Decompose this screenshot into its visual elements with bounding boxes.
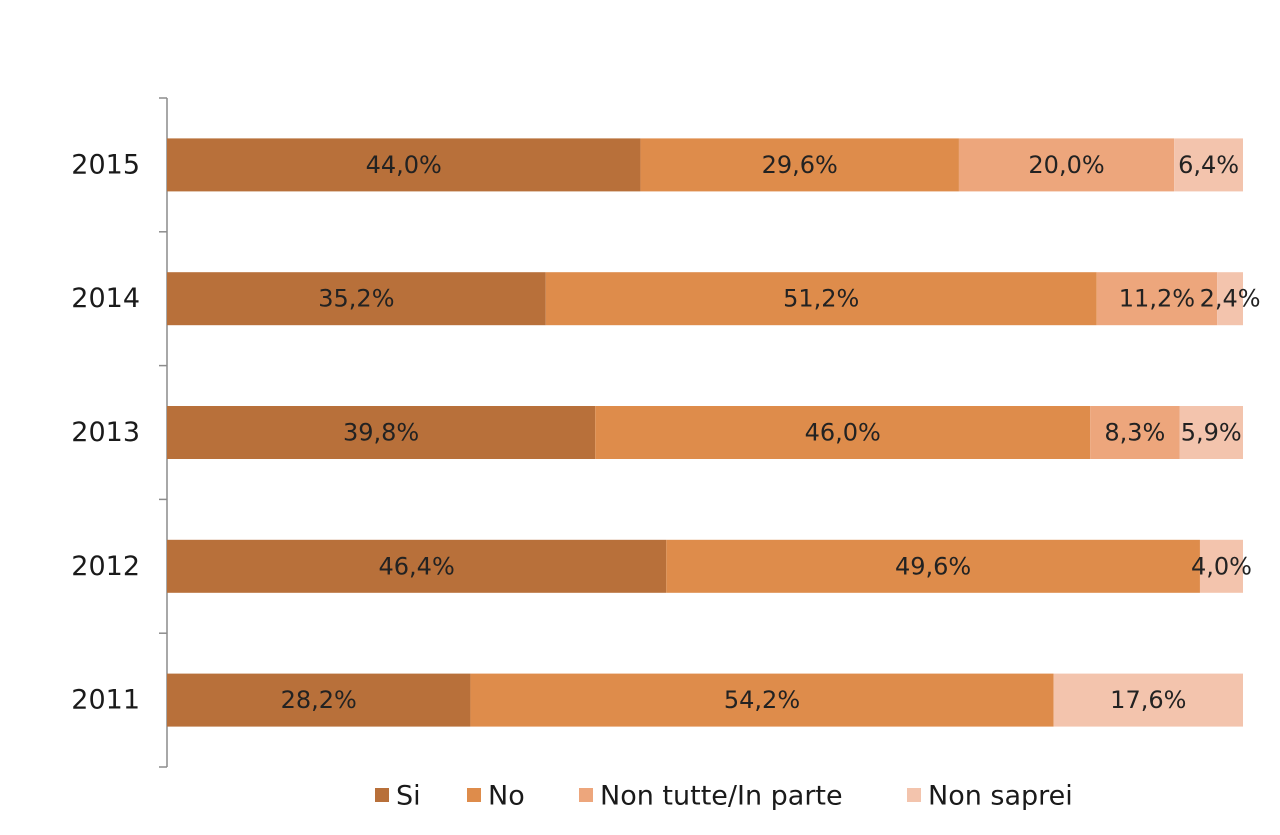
bar-non-tutte-in-parte-2013 — [1090, 406, 1180, 459]
category-label-2011: 2011 — [71, 685, 140, 716]
data-label-non-saprei-2012: 4,0% — [1191, 552, 1252, 580]
data-label-no-2011: 54,2% — [724, 686, 800, 714]
legend-label-si: Si — [396, 781, 421, 812]
legend-swatch-si — [375, 788, 389, 802]
category-label-2014: 2014 — [71, 283, 140, 314]
legend-label-no: No — [488, 781, 525, 812]
bar-non-tutte-in-parte-2015 — [958, 138, 1175, 192]
data-label-non-tutte-in-parte-2014: 11,2% — [1119, 285, 1195, 313]
bar-non-tutte-in-parte-2014 — [1096, 272, 1218, 326]
data-label-si-2015: 44,0% — [366, 151, 442, 179]
bar-non-saprei-2015 — [1174, 138, 1243, 192]
bar-no-2012 — [666, 539, 1200, 593]
data-label-si-2014: 35,2% — [318, 285, 394, 313]
data-label-non-saprei-2015: 6,4% — [1178, 151, 1239, 179]
bar-si-2015 — [167, 138, 641, 192]
bar-no-2015 — [640, 138, 959, 192]
category-label-2012: 2012 — [71, 551, 140, 582]
legend-swatch-non-tutte-in-parte — [579, 788, 593, 802]
bar-non-saprei-2013 — [1179, 406, 1243, 459]
legend-swatch-no — [467, 788, 481, 802]
data-label-non-tutte-in-parte-2015: 20,0% — [1028, 151, 1104, 179]
bar-no-2013 — [595, 406, 1091, 459]
bar-non-saprei-2011 — [1053, 673, 1243, 727]
data-label-si-2011: 28,2% — [281, 686, 357, 714]
data-label-no-2013: 46,0% — [805, 419, 881, 447]
data-label-non-tutte-in-parte-2013: 8,3% — [1104, 419, 1165, 447]
data-label-si-2012: 46,4% — [379, 552, 455, 580]
data-label-non-saprei-2014: 2,4% — [1200, 285, 1261, 313]
category-labels: 2015 2014 2013 2012 2011 — [71, 149, 140, 715]
category-axis — [159, 97, 168, 768]
data-label-non-saprei-2011: 17,6% — [1110, 686, 1186, 714]
category-label-2015: 2015 — [71, 149, 140, 180]
bar-si-2012 — [167, 539, 667, 593]
data-label-non-saprei-2013: 5,9% — [1181, 419, 1242, 447]
bar-si-2011 — [167, 673, 471, 727]
data-label-no-2014: 51,2% — [783, 285, 859, 313]
legend: Si No Non tutte/In parte Non saprei — [375, 781, 1073, 812]
data-label-no-2015: 29,6% — [762, 151, 838, 179]
bar-non-saprei-2012 — [1199, 539, 1243, 593]
bar-si-2013 — [167, 406, 596, 459]
data-label-no-2012: 49,6% — [895, 552, 971, 580]
bars: 44,0% 29,6% 20,0% 6,4% 35,2% 51,2% 11,2% 2,4% 39… — [167, 138, 1261, 727]
bar-si-2014 — [167, 272, 546, 326]
category-label-2013: 2013 — [71, 417, 140, 448]
bar-no-2014 — [545, 272, 1097, 326]
bar-non-saprei-2014 — [1217, 272, 1243, 326]
data-label-si-2013: 39,8% — [343, 419, 419, 447]
legend-label-non-saprei: Non saprei — [928, 781, 1073, 812]
legend-swatch-non-saprei — [907, 788, 921, 802]
bar-no-2011 — [470, 673, 1054, 727]
legend-label-non-tutte-in-parte: Non tutte/In parte — [600, 781, 843, 812]
